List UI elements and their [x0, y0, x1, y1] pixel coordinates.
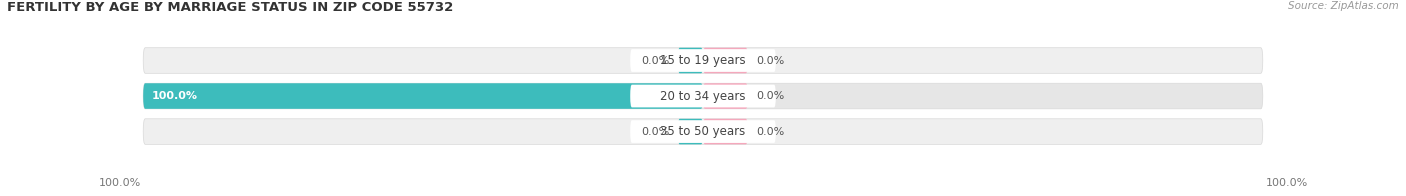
Text: 100.0%: 100.0% — [1265, 178, 1308, 188]
Text: 20 to 34 years: 20 to 34 years — [661, 90, 745, 103]
FancyBboxPatch shape — [678, 48, 703, 73]
FancyBboxPatch shape — [678, 119, 703, 144]
Text: 0.0%: 0.0% — [756, 91, 785, 101]
Text: 15 to 19 years: 15 to 19 years — [661, 54, 745, 67]
Text: 0.0%: 0.0% — [641, 55, 669, 65]
FancyBboxPatch shape — [703, 48, 748, 73]
FancyBboxPatch shape — [630, 85, 776, 107]
FancyBboxPatch shape — [630, 49, 776, 72]
FancyBboxPatch shape — [703, 83, 748, 109]
FancyBboxPatch shape — [143, 48, 1263, 73]
Text: 0.0%: 0.0% — [641, 127, 669, 137]
Text: 0.0%: 0.0% — [756, 55, 785, 65]
Text: 35 to 50 years: 35 to 50 years — [661, 125, 745, 138]
FancyBboxPatch shape — [143, 83, 1263, 109]
Text: 0.0%: 0.0% — [756, 127, 785, 137]
Text: 100.0%: 100.0% — [152, 91, 198, 101]
FancyBboxPatch shape — [630, 120, 776, 143]
Text: Source: ZipAtlas.com: Source: ZipAtlas.com — [1288, 1, 1399, 11]
FancyBboxPatch shape — [703, 119, 748, 144]
Text: FERTILITY BY AGE BY MARRIAGE STATUS IN ZIP CODE 55732: FERTILITY BY AGE BY MARRIAGE STATUS IN Z… — [7, 1, 453, 14]
FancyBboxPatch shape — [143, 119, 1263, 144]
Text: 100.0%: 100.0% — [98, 178, 141, 188]
FancyBboxPatch shape — [143, 83, 703, 109]
